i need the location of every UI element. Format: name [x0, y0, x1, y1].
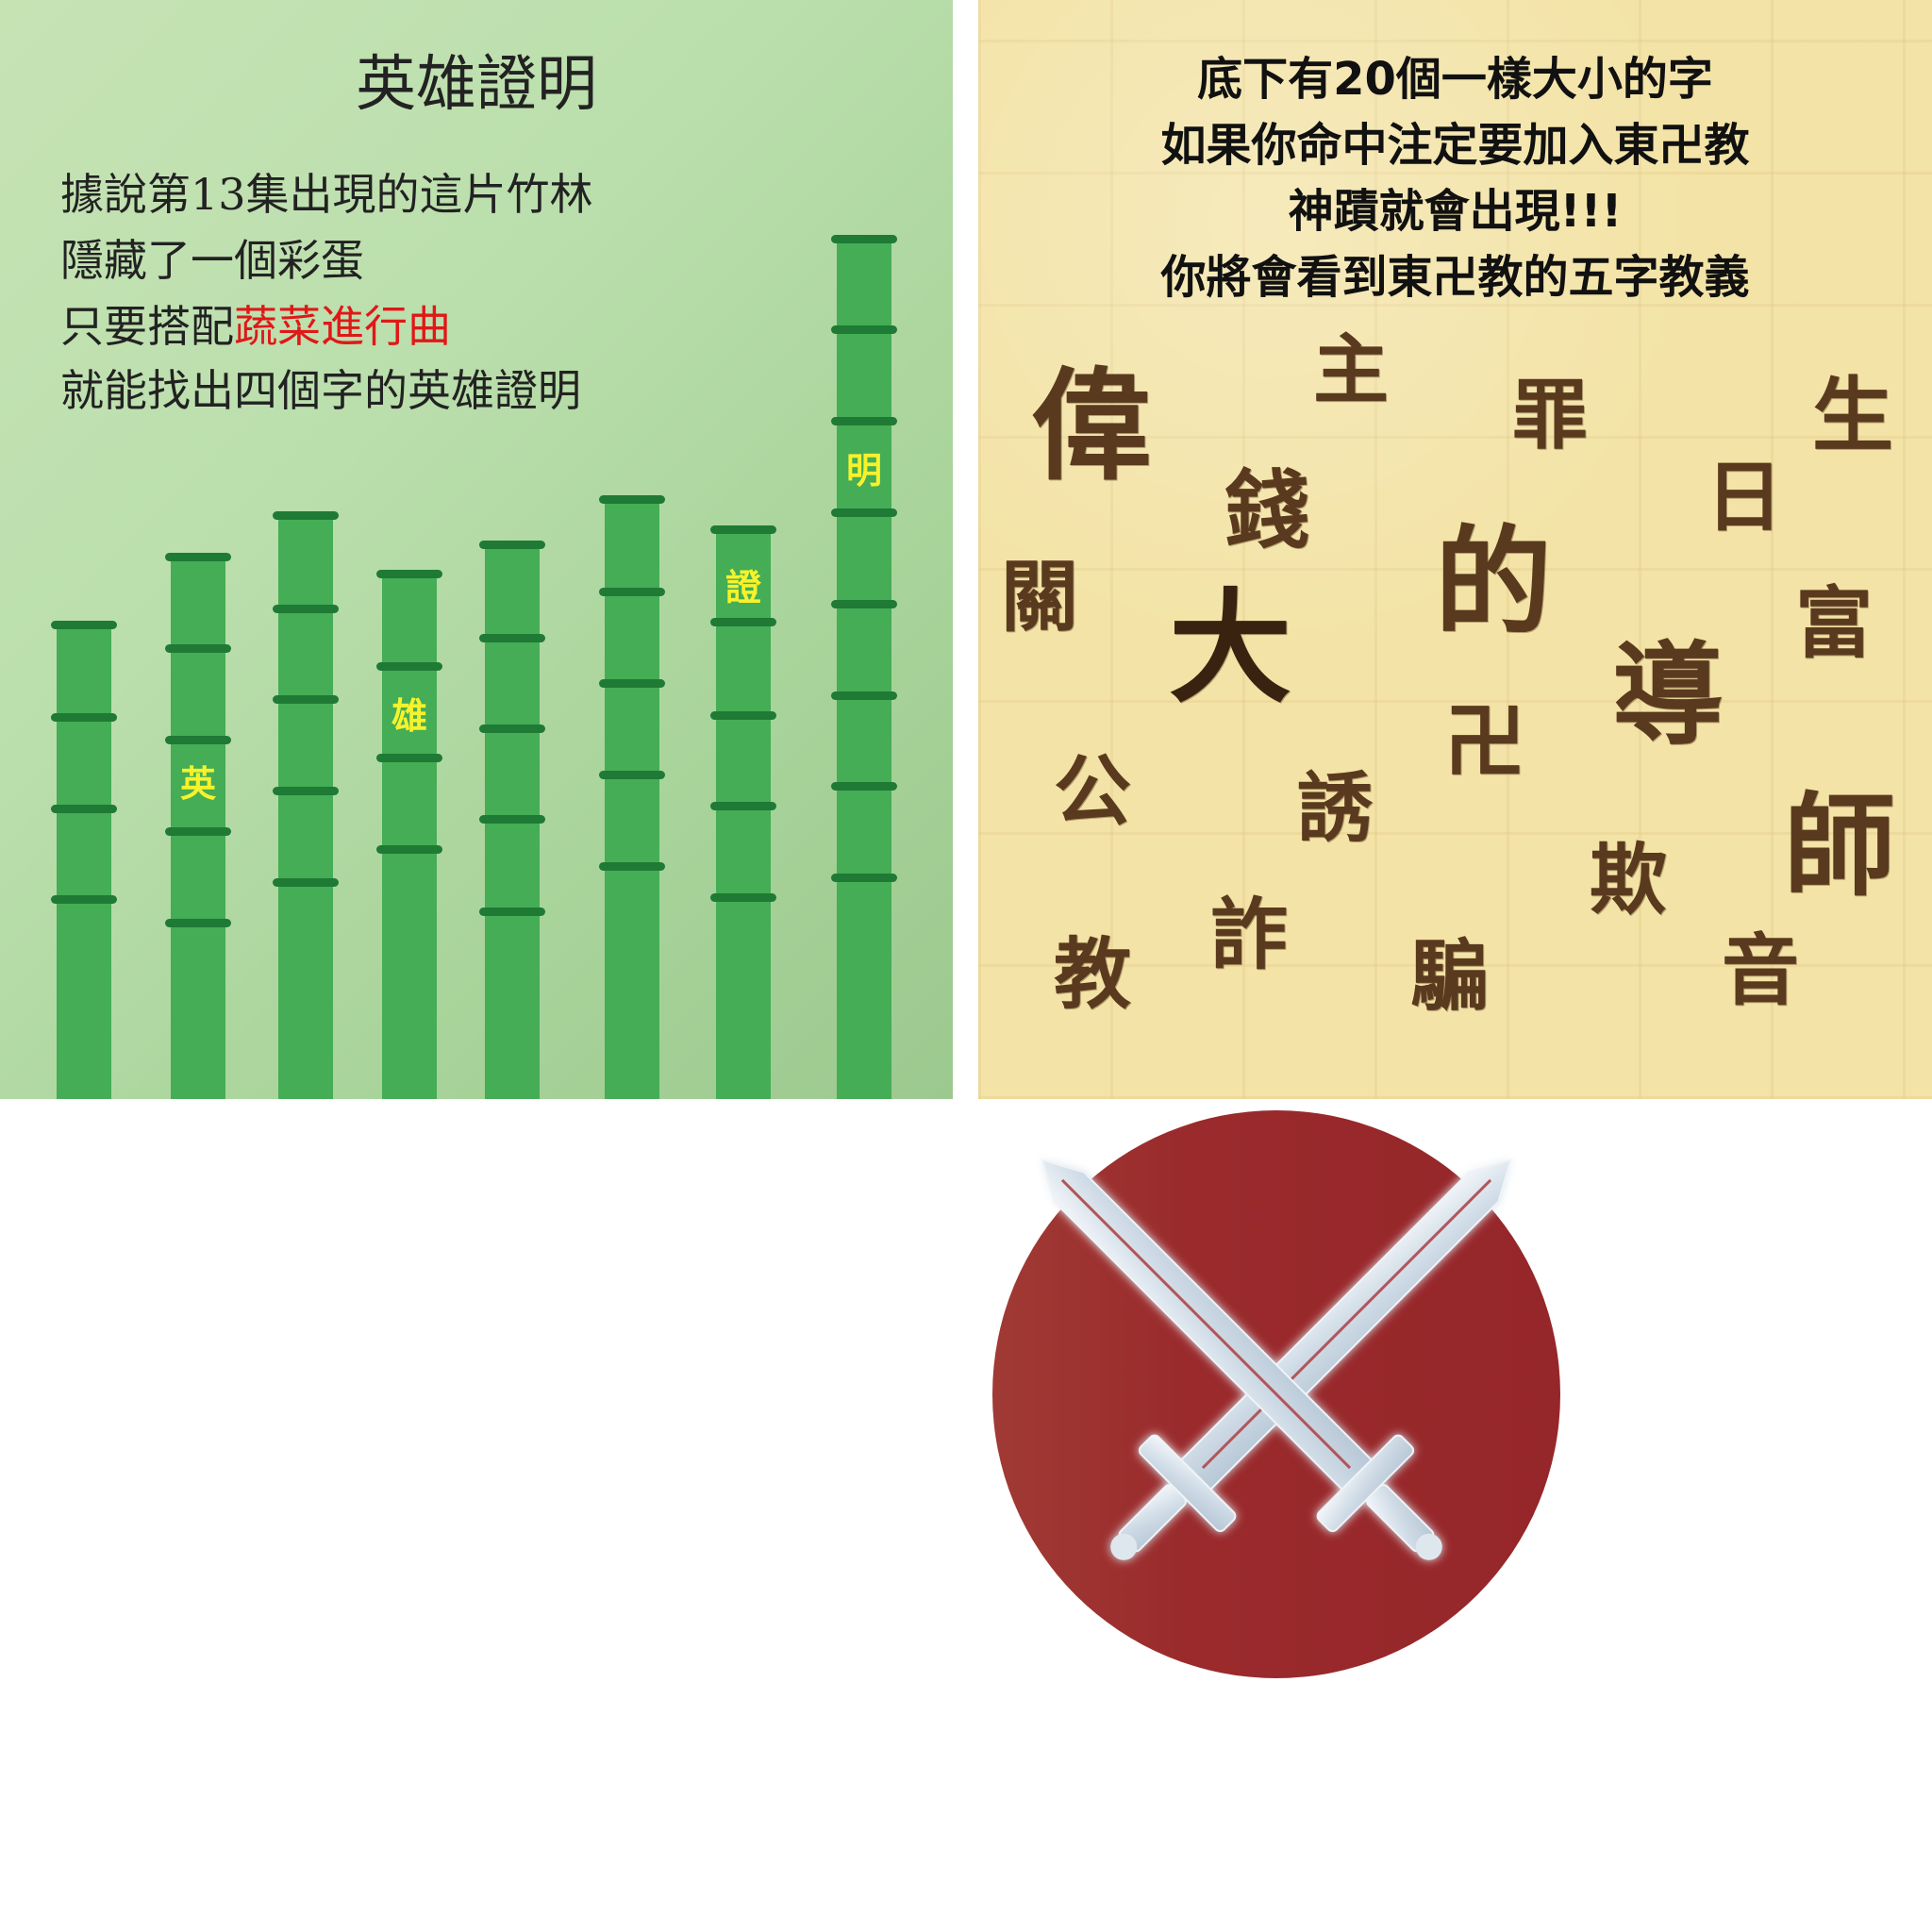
bamboo-node: [479, 815, 545, 824]
hidden-hero-char: 明: [845, 450, 882, 491]
scattered-char: 師: [1784, 780, 1896, 911]
intro-line-4: 你將會看到東卍教的五字教義: [1160, 251, 1750, 304]
bamboo-node: [479, 724, 545, 733]
scattered-char: 生: [1812, 368, 1893, 463]
bamboo-node: [165, 553, 231, 561]
bamboo-stalk: [51, 621, 117, 1099]
bamboo-node: [273, 787, 339, 795]
bamboo-node: [376, 754, 442, 762]
crossed-swords-icon: [1041, 1158, 1512, 1560]
bamboo-node: [710, 525, 776, 534]
bamboo-node: [479, 908, 545, 916]
bamboo-node: [51, 895, 117, 904]
scattered-char: 關: [1001, 552, 1079, 642]
bamboo-node: [51, 805, 117, 813]
bamboo-node: [51, 621, 117, 629]
bamboo-node: [479, 541, 545, 549]
bamboo-node: [599, 588, 665, 596]
bamboo-node: [831, 417, 897, 425]
bamboo-node: [710, 893, 776, 902]
bamboo-node: [273, 695, 339, 704]
scattered-char: 詐: [1210, 890, 1289, 980]
scattered-char: 偉: [1031, 356, 1153, 497]
bamboo-node: [831, 782, 897, 791]
bamboo-node: [165, 919, 231, 927]
bamboo-node: [273, 605, 339, 613]
bamboo-node: [51, 713, 117, 722]
bamboo-node: [831, 235, 897, 243]
bamboo-stalk: 證: [710, 525, 776, 1099]
bamboo-node: [599, 679, 665, 688]
bamboo-node: [599, 771, 665, 779]
bamboo-node: [831, 508, 897, 517]
bamboo-node: [273, 511, 339, 520]
bamboo-node: [831, 691, 897, 700]
bamboo-node: [710, 802, 776, 810]
story-line-4: 就能找出四個字的英雄證明: [60, 365, 581, 416]
hidden-hero-char: 證: [724, 567, 761, 608]
story-line-3: 只要搭配蔬菜進行曲: [60, 292, 451, 355]
bamboo-node: [831, 325, 897, 334]
scattered-char: 大: [1169, 575, 1292, 720]
bamboo-node: [479, 634, 545, 642]
intro-line-2: 如果你命中注定要加入東卍教: [1160, 119, 1750, 172]
intro-line-1: 底下有20個一樣大小的字: [1197, 53, 1713, 106]
scattered-char: 導: [1612, 629, 1724, 760]
bamboo-stalk: 英: [165, 553, 231, 1099]
bamboo-node: [376, 662, 442, 671]
scattered-char: 誘: [1297, 763, 1373, 852]
story-line-3-prefix: 只要搭配: [60, 301, 234, 352]
bamboo-node: [165, 644, 231, 653]
bamboo-stalk: [479, 541, 545, 1099]
bamboo-stalk: 明: [831, 235, 897, 1099]
bamboo-node: [165, 736, 231, 744]
bamboo-node: [376, 570, 442, 578]
scattered-char: 罪: [1512, 371, 1588, 459]
story-line-2: 隱藏了一個彩蛋: [60, 235, 364, 286]
bamboo-node: [273, 878, 339, 887]
scattered-char: 公: [1054, 746, 1132, 837]
sword-icon: [1041, 1158, 1442, 1560]
scattered-char: 富: [1795, 578, 1874, 669]
bamboo-stalk: [273, 511, 339, 1099]
bamboo-node: [599, 862, 665, 871]
vegetable-march-highlight: 蔬菜進行曲: [234, 301, 451, 352]
bamboo-node: [376, 845, 442, 854]
bamboo-node: [599, 495, 665, 504]
bamboo-node: [831, 874, 897, 882]
scattered-char: 教: [1054, 929, 1132, 1020]
hidden-hero-char: 英: [179, 763, 216, 805]
intro-line-3: 神蹟就會出現!!!: [1288, 185, 1623, 238]
scattered-char: 騙: [1410, 931, 1489, 1022]
scattered-char: 主: [1313, 325, 1389, 414]
bamboo-panel: 英雄證明 據說第13集出現的這片竹林 隱藏了一個彩蛋 只要搭配蔬菜進行曲 就能找…: [0, 0, 953, 1099]
scattered-char: 日: [1706, 452, 1784, 542]
bamboo-node: [710, 618, 776, 626]
bamboo-stalk: [599, 495, 665, 1099]
bamboo-title: 英雄證明: [356, 50, 597, 120]
bamboo-node: [710, 711, 776, 720]
scattered-char: 欺: [1590, 835, 1668, 925]
hidden-hero-char: 雄: [391, 695, 427, 737]
bamboo-node: [831, 600, 897, 608]
bamboo-stalk: 雄: [376, 570, 442, 1099]
bamboo-node: [165, 827, 231, 836]
crossed-swords-emblem: [992, 1110, 1560, 1678]
scattered-char: 錢: [1224, 460, 1309, 560]
scattered-char: 的: [1435, 514, 1553, 651]
scattered-char: 音: [1722, 925, 1800, 1016]
parchment-panel: 底下有20個一樣大小的字 如果你命中注定要加入東卍教 神蹟就會出現!!! 你將會…: [978, 0, 1932, 1099]
scattered-char: 卍: [1444, 694, 1525, 790]
story-line-1: 據說第13集出現的這片竹林: [60, 169, 593, 220]
